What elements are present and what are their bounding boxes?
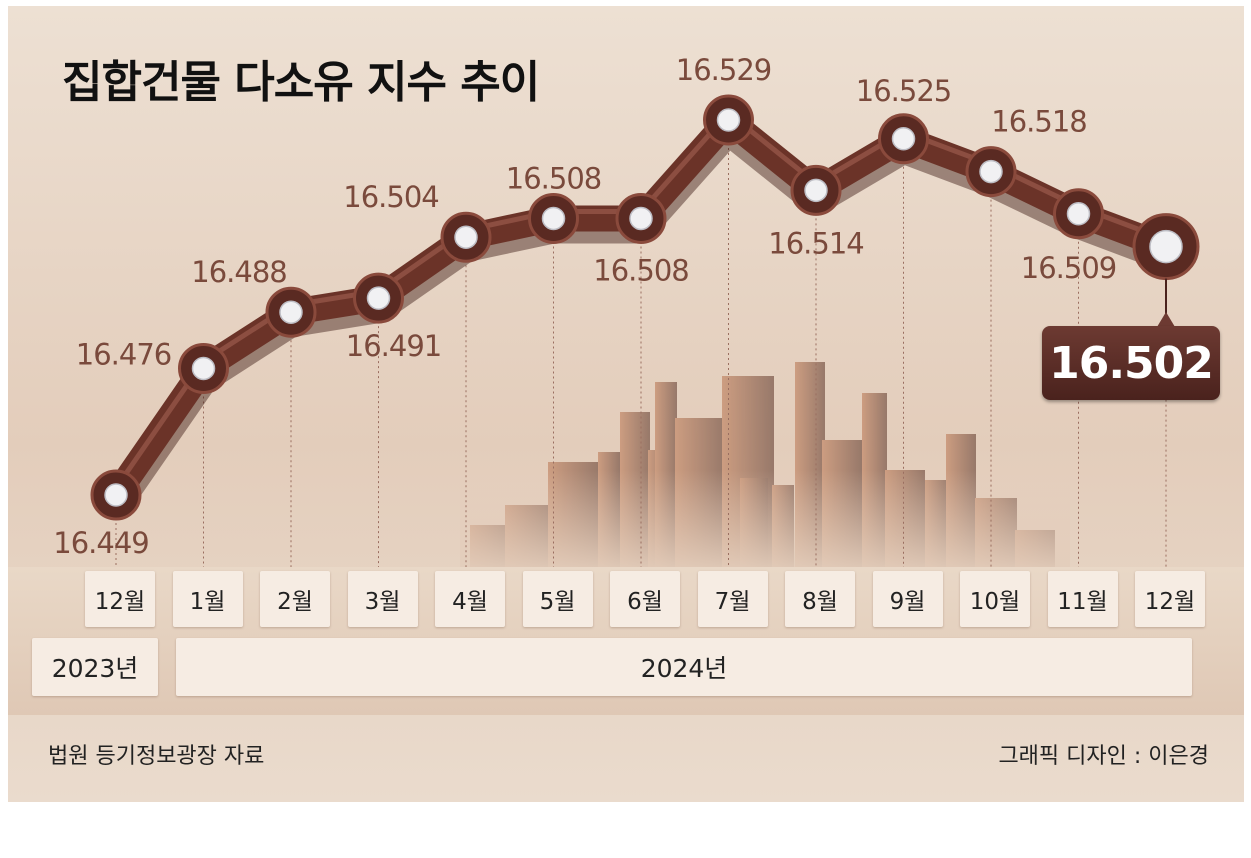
value-label: 16.508 (506, 161, 601, 195)
value-label: 16.491 (346, 329, 441, 363)
month-label: 8월 (785, 571, 855, 627)
month-label: 11월 (1047, 571, 1118, 627)
year-2023: 2023년 (32, 638, 158, 696)
value-label: 16.514 (768, 226, 863, 260)
month-label: 6월 (610, 571, 680, 627)
data-point (541, 206, 566, 231)
value-label: 16.518 (991, 105, 1086, 139)
data-point (279, 300, 303, 324)
value-label: 16.508 (593, 253, 688, 287)
data-point (191, 356, 216, 381)
value-label: 16.504 (343, 180, 438, 214)
highlight-value-box: 16.502 (1042, 326, 1220, 400)
data-point (1066, 202, 1091, 226)
data-point (891, 127, 916, 151)
chart-title: 집합건물 다소유 지수 추이 (62, 57, 540, 108)
month-label: 1월 (172, 571, 243, 627)
graphic-credit: 그래픽 디자인 : 이은경 (998, 744, 1209, 769)
month-label: 9월 (872, 571, 943, 627)
highlight-pointer (1157, 312, 1175, 327)
value-label: 16.509 (1021, 251, 1116, 285)
data-point (716, 108, 741, 132)
value-label: 16.529 (676, 53, 771, 87)
month-label: 4월 (435, 571, 505, 627)
year-2024: 2024년 (176, 638, 1192, 696)
data-point (629, 206, 653, 231)
month-label: 2월 (260, 571, 330, 627)
source-note: 법원 등기정보광장 자료 (48, 744, 265, 769)
month-label: 12월 (1135, 571, 1205, 627)
data-point (454, 225, 478, 249)
data-point (1149, 229, 1183, 264)
value-label: 16.449 (53, 526, 148, 560)
month-label: 5월 (522, 571, 593, 627)
data-point (979, 159, 1003, 184)
data-point (104, 483, 128, 507)
data-point (366, 286, 391, 310)
value-label: 16.488 (191, 255, 286, 289)
month-label: 3월 (347, 571, 418, 627)
value-label: 16.525 (856, 74, 951, 108)
month-label: 7월 (697, 571, 768, 627)
data-point (804, 178, 828, 203)
month-label: 12월 (85, 571, 155, 627)
value-label: 16.476 (76, 337, 171, 371)
month-label: 10월 (960, 571, 1030, 627)
